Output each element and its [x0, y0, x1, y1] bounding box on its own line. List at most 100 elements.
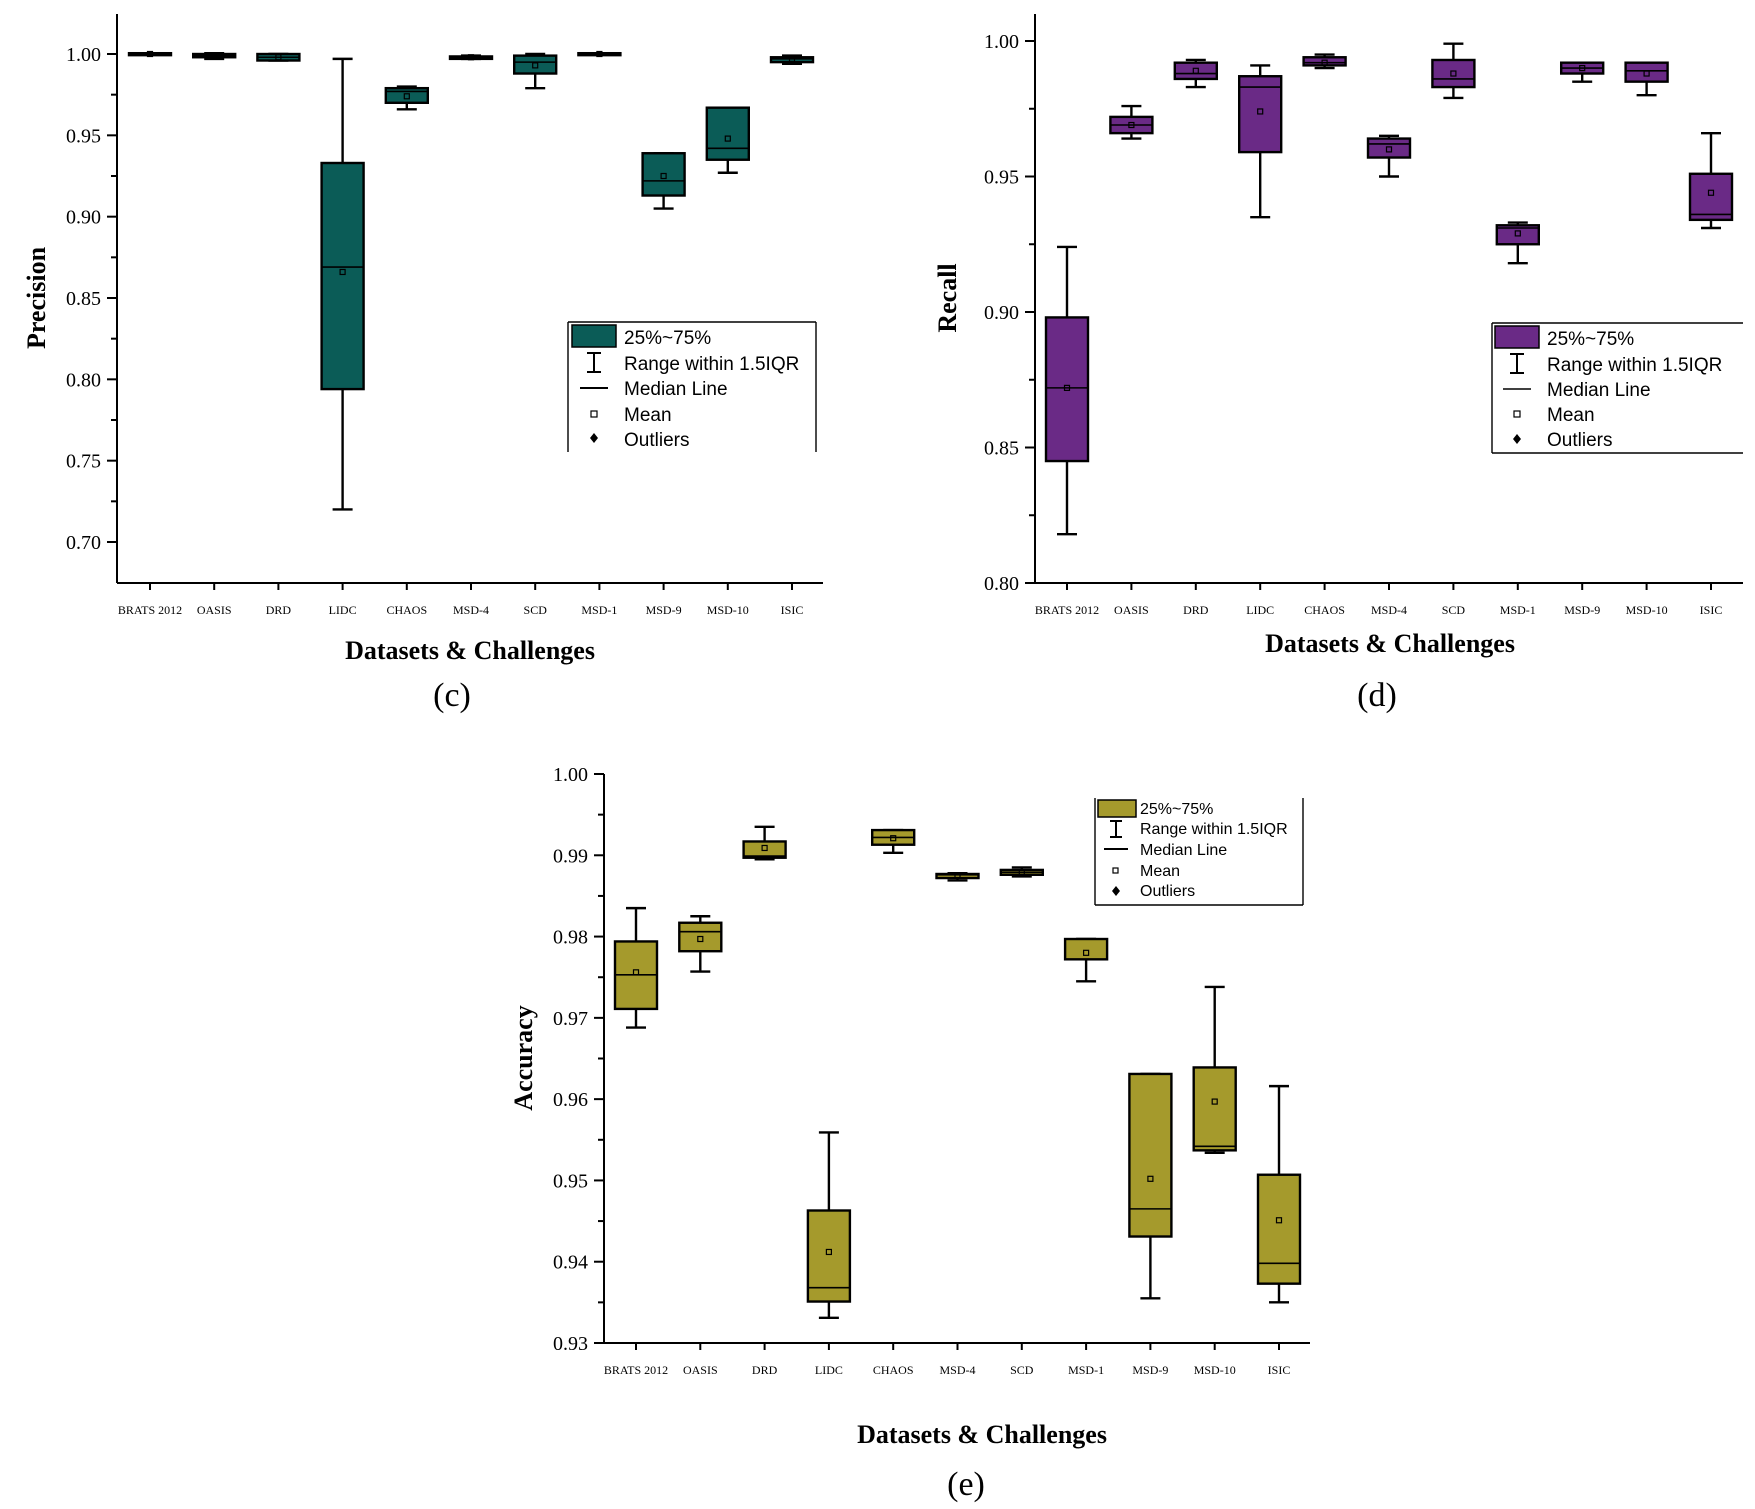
- box-scd: [513, 52, 558, 90]
- box-drd: [742, 825, 787, 861]
- precision-y-ticks: 0.70 0.75 0.80 0.85 0.90 0.95 1.00: [66, 44, 117, 554]
- box-msd-9: [641, 152, 686, 210]
- box-chaos: [1302, 53, 1347, 70]
- x-tick-label: CHAOS: [873, 1363, 914, 1377]
- mean-marker: [211, 52, 218, 59]
- x-tick-label: DRD: [1183, 603, 1209, 617]
- legend-median-label: Median Line: [1140, 842, 1227, 859]
- mean-marker: [532, 62, 539, 69]
- accuracy-y-axis-title: Accuracy: [509, 1005, 538, 1110]
- x-tick-label: LIDC: [329, 603, 357, 617]
- iqr-box: [1128, 1072, 1173, 1238]
- box-brats-2012: [613, 906, 659, 1029]
- legend-outlier-icon: [1112, 886, 1120, 896]
- mean-marker: [1450, 70, 1457, 77]
- mean-marker: [954, 872, 961, 879]
- x-tick-label: MSD-9: [1564, 603, 1600, 617]
- legend-outliers-label: Outliers: [1140, 883, 1195, 900]
- mean-marker: [1018, 869, 1025, 876]
- y-tick-label: 0.94: [553, 1252, 588, 1274]
- x-tick-label: CHAOS: [1304, 603, 1345, 617]
- recall-y-axis-title: Recall: [933, 263, 962, 332]
- iqr-box: [1063, 937, 1109, 961]
- legend-mean-icon: [1112, 867, 1119, 874]
- box-isic: [769, 54, 815, 65]
- box-msd-1: [1495, 221, 1541, 265]
- y-tick-label: 0.85: [984, 438, 1019, 460]
- y-tick-label: 0.95: [984, 167, 1019, 189]
- legend-box-swatch: [1494, 325, 1540, 349]
- y-tick-label: 0.80: [984, 573, 1019, 595]
- box-msd-4: [448, 54, 494, 61]
- x-tick-label: ISIC: [1268, 1363, 1291, 1377]
- x-tick-label: CHAOS: [386, 603, 427, 617]
- iqr-box: [1192, 1066, 1237, 1152]
- mean-marker: [1321, 59, 1328, 66]
- mean-marker: [788, 55, 796, 62]
- y-tick-label: 0.90: [984, 302, 1019, 324]
- box-chaos: [871, 828, 916, 855]
- box-isic: [1256, 1084, 1302, 1304]
- y-tick-label: 0.95: [553, 1170, 588, 1192]
- mean-marker: [1082, 949, 1090, 956]
- box-msd-10: [1624, 61, 1669, 97]
- recall-chart: 0.80 0.85 0.90 0.95 1.00 BRATS 2012 OASIS DRD L…: [933, 14, 1743, 714]
- x-tick-label: ISIC: [781, 603, 804, 617]
- y-tick-label: 0.98: [553, 927, 588, 949]
- box-msd-4: [935, 871, 980, 882]
- x-tick-label: MSD-4: [1371, 603, 1407, 617]
- x-tick-label: MSD-9: [1132, 1363, 1168, 1377]
- accuracy-x-axis-title: Datasets & Challenges: [857, 1420, 1107, 1449]
- y-tick-label: 0.85: [66, 288, 101, 310]
- legend-whisker-icon: [1110, 820, 1122, 838]
- legend-outliers-label: Outliers: [1547, 430, 1612, 451]
- x-tick-label: MSD-4: [453, 603, 489, 617]
- mean-marker: [1385, 146, 1393, 153]
- mean-marker: [697, 935, 704, 943]
- recall-boxes: [1044, 42, 1734, 536]
- mean-marker: [761, 844, 768, 852]
- box-brats-2012: [1044, 245, 1090, 536]
- panel-label-e: (e): [947, 1466, 985, 1503]
- y-tick-label: 0.95: [66, 125, 101, 147]
- mean-marker: [632, 969, 640, 976]
- mean-marker: [1514, 230, 1521, 237]
- legend-range-label: Range within 1.5IQR: [624, 354, 799, 375]
- mean-marker: [1257, 108, 1264, 115]
- accuracy-x-ticks: BRATS 2012 OASIS DRD LIDC CHAOS MSD-4 SCD MSD-1…: [604, 1343, 1291, 1377]
- y-tick-label: 0.93: [553, 1333, 588, 1355]
- box-msd-9: [1128, 1072, 1173, 1300]
- precision-x-axis-title: Datasets & Challenges: [345, 636, 595, 665]
- x-tick-label: ISIC: [1700, 603, 1723, 617]
- x-tick-label: MSD-1: [581, 603, 617, 617]
- legend-box-label: 25%~75%: [1547, 329, 1634, 350]
- y-tick-label: 0.90: [66, 207, 101, 229]
- legend-mean-icon: [1513, 410, 1521, 418]
- iqr-box: [1431, 58, 1476, 89]
- legend-whisker-icon: [587, 352, 601, 373]
- legend-box-swatch: [571, 324, 617, 348]
- panel-label-d: (d): [1357, 677, 1397, 714]
- x-tick-label: MSD-1: [1500, 603, 1536, 617]
- mean-marker: [1707, 189, 1715, 196]
- mean-marker: [339, 268, 346, 276]
- iqr-box: [1302, 56, 1347, 67]
- x-tick-label: BRATS 2012: [604, 1363, 668, 1377]
- box-brats-2012: [127, 50, 173, 58]
- mean-marker: [825, 1248, 833, 1256]
- x-tick-label: SCD: [524, 603, 548, 617]
- mean-marker: [403, 93, 410, 100]
- y-tick-label: 1.00: [66, 44, 101, 66]
- iqr-box: [641, 152, 686, 197]
- box-drd: [1173, 58, 1219, 89]
- mean-marker: [890, 835, 897, 842]
- box-msd-1: [577, 50, 622, 58]
- x-tick-label: MSD-1: [1068, 1363, 1104, 1377]
- iqr-box: [1624, 61, 1669, 83]
- iqr-box: [1688, 172, 1734, 222]
- y-tick-label: 0.97: [553, 1008, 588, 1030]
- box-chaos: [384, 85, 429, 111]
- mean-marker: [1192, 67, 1199, 74]
- legend-outlier-icon: [1513, 434, 1521, 444]
- legend-mean-icon: [590, 410, 598, 418]
